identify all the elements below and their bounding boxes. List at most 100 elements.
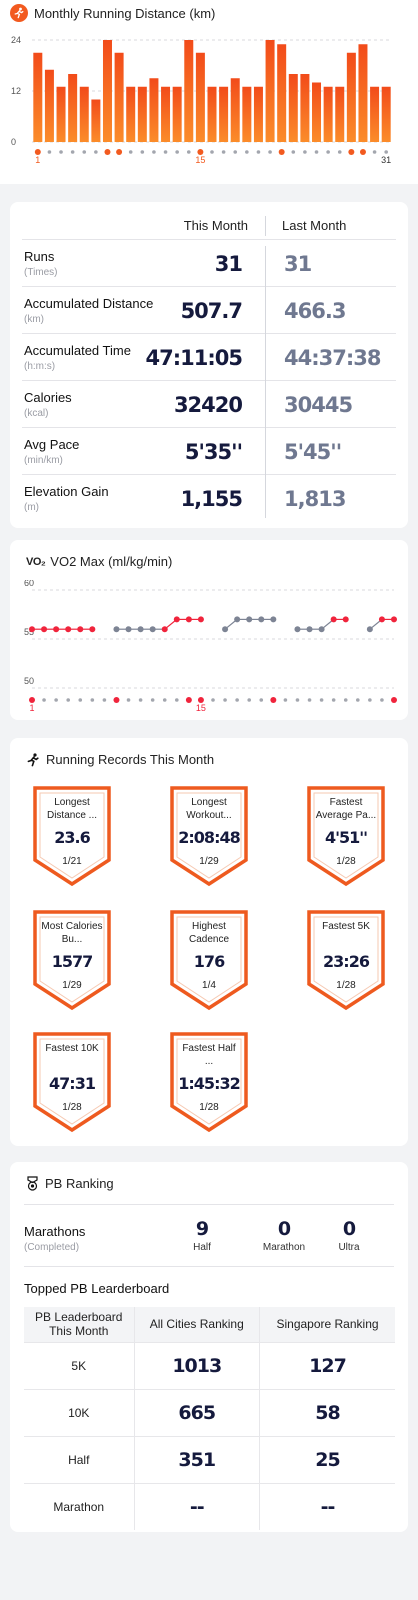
data-point [391, 616, 397, 623]
record-badge[interactable]: Longest Distance ... 23.6 1/21 [31, 784, 113, 888]
badge-shield-icon [33, 786, 111, 887]
day-dot [384, 150, 388, 154]
divider [22, 239, 396, 240]
day-dot [295, 698, 300, 702]
vo2-line-chart[interactable]: 60 55 50 1 15 [10, 580, 408, 720]
day-dot [140, 150, 145, 154]
bar [207, 86, 217, 142]
stat-this-month: 32420 [173, 393, 243, 417]
bar [195, 52, 205, 142]
stat-unit: (km) [24, 314, 44, 325]
data-point [318, 626, 325, 633]
day-dot [233, 150, 238, 154]
day-dot [152, 150, 156, 154]
data-point [173, 616, 180, 623]
divider [24, 1204, 394, 1205]
table-row[interactable]: Marathon -- -- [24, 1482, 395, 1530]
divider [24, 1266, 394, 1267]
stat-last-month: 1,813 [284, 487, 346, 511]
pb-leaderboard-table: PB Leaderboard This Month All Cities Ran… [24, 1307, 395, 1530]
day-dot [82, 150, 87, 154]
record-date: 1/28 [336, 856, 356, 867]
records-header: Running Records This Month [26, 752, 214, 767]
stat-unit: (kcal) [24, 408, 49, 419]
bar [288, 74, 298, 142]
data-point [53, 626, 60, 633]
column-divider [265, 246, 266, 518]
table-row[interactable]: 5K 1013 127 [24, 1341, 395, 1389]
bar [44, 69, 54, 142]
col-last-month: Last Month [282, 218, 347, 233]
count-half: 9 Half [172, 1218, 232, 1253]
data-point [65, 626, 72, 633]
table-row[interactable]: 10K 665 58 [24, 1388, 395, 1436]
medal-icon [26, 1176, 39, 1191]
record-value: 23.6 [54, 828, 90, 847]
data-point [41, 626, 48, 633]
count-value: 9 [195, 1218, 209, 1240]
data-point [89, 626, 96, 633]
bar [172, 86, 182, 142]
bar [219, 86, 229, 142]
record-date: 1/4 [202, 980, 216, 991]
record-title: Longest Distance ... [46, 797, 98, 821]
bar [242, 86, 252, 142]
bar [33, 52, 43, 142]
singapore-rank: 25 [259, 1435, 395, 1483]
divider [22, 333, 396, 334]
day-dot [102, 698, 107, 702]
record-badge[interactable]: Highest Cadence 176 1/4 [168, 908, 250, 1012]
table-header: PB Leaderboard This Month [24, 1307, 134, 1342]
distance-cell: Marathon [24, 1482, 134, 1530]
day-dot [372, 150, 377, 154]
record-value: 2:08:48 [178, 828, 240, 847]
x-tick-label: 1 [29, 703, 34, 713]
day-dot [42, 698, 46, 702]
vo2-max-card: VO₂ VO2 Max (ml/kg/min) 60 55 50 1 15 [10, 540, 408, 720]
stat-label: Calories [24, 390, 72, 405]
y-tick-label: 55 [24, 627, 34, 637]
record-badge[interactable]: Longest Workout... 2:08:48 1/29 [168, 784, 250, 888]
record-badge[interactable]: Fastest Half ... 1:45:32 1/28 [168, 1030, 250, 1134]
day-dot [211, 698, 215, 702]
day-dot [359, 149, 366, 155]
data-point [234, 616, 241, 623]
day-dot [70, 150, 75, 154]
distance-cell: 5K [24, 1341, 134, 1389]
stat-label: Accumulated Time [24, 343, 131, 358]
pb-header: PB Ranking [26, 1176, 114, 1191]
distance-bar-chart[interactable]: 24 12 0 1 15 31 [0, 14, 418, 184]
monthly-stats-card: This Month Last Month Runs (Times) 31 31… [10, 202, 408, 528]
record-title: Fastest Average Pa... [315, 797, 377, 821]
data-point [161, 626, 168, 633]
pb-ranking-card: PB Ranking Marathons (Completed) 9 Half … [10, 1162, 408, 1532]
bar [91, 99, 101, 142]
distance-cell: 10K [24, 1388, 134, 1436]
day-dot [210, 150, 214, 154]
count-value: 0 [342, 1218, 356, 1240]
badge-shield-icon [170, 1032, 248, 1133]
record-badge[interactable]: Fastest 10K 47:31 1/28 [31, 1030, 113, 1134]
data-point [366, 626, 373, 633]
day-dot [348, 149, 355, 155]
data-point [294, 626, 301, 633]
vo2-title: VO2 Max (ml/kg/min) [50, 554, 173, 569]
table-header: Singapore Ranking [259, 1307, 395, 1342]
data-point [197, 616, 204, 623]
y-tick-label: 12 [11, 86, 21, 96]
day-dot [235, 698, 239, 702]
data-point [270, 616, 277, 623]
pb-title: PB Ranking [45, 1176, 114, 1191]
day-dot [197, 149, 204, 155]
day-dot [78, 698, 83, 702]
record-badge[interactable]: Most Calories Bu... 1577 1/29 [31, 908, 113, 1012]
header-divider [265, 216, 266, 236]
day-dot [391, 697, 397, 703]
day-dot [326, 150, 330, 154]
badge-shield-icon [170, 910, 248, 1011]
all-cities-rank: 1013 [133, 1341, 260, 1389]
table-row[interactable]: Half 351 25 [24, 1435, 395, 1483]
record-badge[interactable]: Fastest Average Pa... 4'51'' 1/28 [305, 784, 387, 888]
divider [22, 286, 396, 287]
record-badge[interactable]: Fastest 5K 23:26 1/28 [305, 908, 387, 1012]
